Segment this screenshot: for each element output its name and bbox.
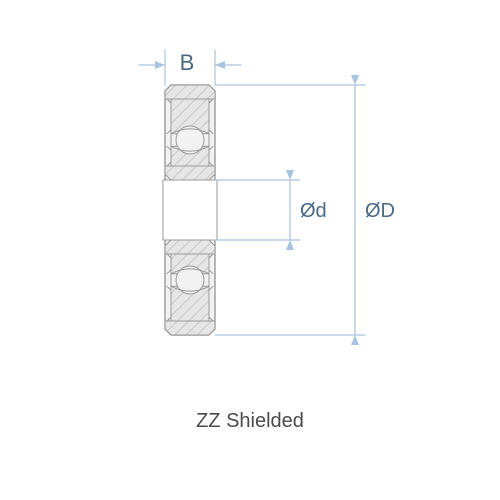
dimension-D-label: ØD [365, 200, 395, 222]
bearing-body [163, 85, 217, 335]
dimension-B: B [139, 50, 241, 85]
diagram-caption: ZZ Shielded [0, 410, 500, 433]
dimension-d-label: Ød [300, 200, 327, 222]
dimension-d: Ød [215, 170, 327, 250]
diagram-stage: B Ød ØD ZZ Shielded [0, 0, 500, 500]
dimension-B-label: B [180, 50, 195, 75]
